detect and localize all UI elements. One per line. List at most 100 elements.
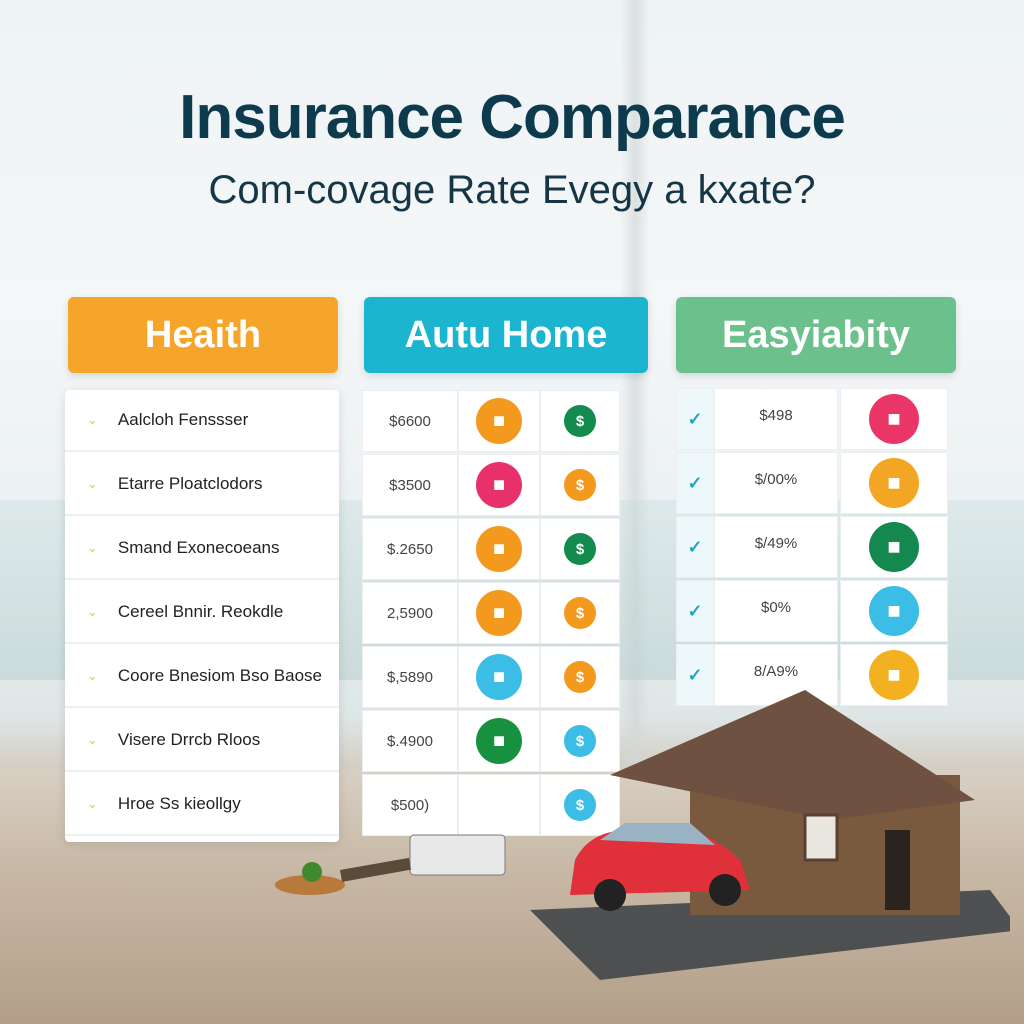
dollar-icon: $: [564, 597, 596, 629]
dollar-icon: $: [564, 789, 596, 821]
row-label: Cereel Bnnir. Reokdle: [117, 602, 284, 621]
page-subtitle: Com-covage Rate Evegy a kxate?: [208, 168, 816, 212]
icon-cell: ■: [840, 644, 948, 706]
icon-cell: ■: [458, 582, 540, 644]
dollar-icon: $: [564, 469, 596, 501]
icon-cell: ■: [458, 454, 540, 516]
house-car-illustration: [275, 690, 1010, 980]
chevron-down-icon: ⌄: [87, 796, 98, 811]
tab-label: Easyiabity: [722, 313, 910, 356]
liability-value: $/49%: [754, 535, 798, 552]
check-icon: ✓: [687, 472, 703, 493]
icon-cell: ■: [458, 710, 540, 772]
table-row[interactable]: ⌄ Cereel Bnnir. Reokdle: [65, 582, 339, 644]
check-icon: ✓: [687, 408, 703, 429]
icon-cell: $: [540, 518, 620, 580]
price-cell: $6600: [362, 390, 458, 452]
dollar-icon: $: [564, 725, 596, 757]
check-cell[interactable]: ✓: [676, 452, 714, 514]
table-row[interactable]: ⌄ Coore Bnesiom Bso Baose: [65, 646, 339, 708]
car-icon: ■: [476, 462, 522, 508]
tab-health[interactable]: Heaith: [68, 297, 338, 373]
umbrella-icon: ■: [869, 586, 919, 636]
row-label: Etarre Ploatclodors: [117, 474, 263, 493]
row-label: Coore Bnesiom Bso Baose: [117, 666, 323, 685]
liability-value: 8/A9%: [753, 663, 799, 680]
tab-auto-home[interactable]: Autu Home: [364, 297, 648, 373]
check-cell[interactable]: ✓: [676, 388, 714, 450]
row-label: Hroe Ss kieollgy: [117, 794, 241, 813]
price-value: $.4900: [387, 732, 433, 750]
icon-cell: $: [540, 454, 620, 516]
home-icon: ■: [476, 526, 522, 572]
row-label: Visere Drrcb Rloos: [117, 730, 261, 749]
icon-cell: ■: [458, 518, 540, 580]
house-icon: ■: [476, 654, 522, 700]
value-cell: $0%: [714, 580, 838, 642]
tab-label: Autu Home: [404, 313, 608, 356]
tab-liability[interactable]: Easyiabity: [676, 297, 956, 373]
icon-cell: $: [540, 710, 620, 772]
dollar-icon: $: [564, 533, 596, 565]
icon-cell: ■: [840, 580, 948, 642]
price-value: 2,5900: [387, 604, 433, 622]
document-icon: ■: [869, 458, 919, 508]
house-roof: [610, 690, 975, 820]
table-row[interactable]: ⌄ Etarre Ploatclodors: [65, 454, 339, 516]
liability-value: $498: [759, 407, 793, 424]
chevron-down-icon: ⌄: [87, 604, 98, 619]
table-row[interactable]: ⌄ Visere Drrcb Rloos: [65, 710, 339, 772]
page-title: Insurance Comparance: [179, 83, 846, 152]
chevron-down-icon: ⌄: [87, 732, 98, 747]
icon-cell: ■: [458, 390, 540, 452]
check-cell[interactable]: ✓: [676, 516, 714, 578]
price-cell: $.2650: [362, 518, 458, 580]
bowl: [275, 875, 345, 895]
table-row[interactable]: ⌄ Aalcloh Fenssser: [65, 390, 339, 452]
signpost-icon: ■: [869, 522, 919, 572]
table-row[interactable]: ⌄ Smand Exonecoeans: [65, 518, 339, 580]
chevron-down-icon: ⌄: [87, 476, 98, 491]
price-cell: $500): [362, 774, 458, 836]
price-value: $,5890: [387, 668, 433, 686]
price-value: $3500: [389, 476, 431, 494]
row-label: Smand Exonecoeans: [117, 538, 280, 557]
check-icon: ✓: [687, 536, 703, 557]
price-cell: $3500: [362, 454, 458, 516]
icon-cell: $: [540, 582, 620, 644]
price-cell: 2,5900: [362, 582, 458, 644]
value-cell: $/00%: [714, 452, 838, 514]
hospital-icon: ■: [869, 394, 919, 444]
icon-cell: $: [540, 774, 620, 836]
price-value: $.2650: [387, 540, 433, 558]
table-row[interactable]: ⌄ Hroe Ss kieollgy: [65, 774, 339, 836]
dollar-icon: $: [564, 661, 596, 693]
value-cell: $/49%: [714, 516, 838, 578]
liability-value: $/00%: [754, 471, 798, 488]
row-label: Aalcloh Fenssser: [117, 410, 249, 429]
price-cell: $.4900: [362, 710, 458, 772]
chevron-down-icon: ⌄: [87, 668, 98, 683]
check-icon: ✓: [687, 600, 703, 621]
liability-value: $0%: [760, 599, 792, 616]
check-cell[interactable]: ✓: [676, 580, 714, 642]
chevron-down-icon: ⌄: [87, 412, 98, 427]
icon-cell: ■: [840, 388, 948, 450]
price-value: $500): [390, 796, 430, 814]
diamond-icon: ■: [869, 650, 919, 700]
red-car: [570, 830, 750, 895]
dollar-icon: $: [564, 405, 596, 437]
wallet-icon: ■: [476, 718, 522, 764]
chevron-down-icon: ⌄: [87, 540, 98, 555]
check-cell[interactable]: ✓: [676, 644, 714, 706]
icon-cell: $: [540, 390, 620, 452]
tab-label: Heaith: [144, 313, 262, 356]
icon-cell: ■: [840, 452, 948, 514]
value-cell: $498: [714, 388, 838, 450]
icon-cell: $: [540, 646, 620, 708]
price-cell: $,5890: [362, 646, 458, 708]
icon-cell: ■: [840, 516, 948, 578]
price-value: $6600: [389, 412, 431, 430]
check-icon: ✓: [687, 664, 703, 685]
health-table: ⌄ Aalcloh Fenssser ⌄ Etarre Ploatclodors ⌄ Sm…: [65, 390, 339, 842]
